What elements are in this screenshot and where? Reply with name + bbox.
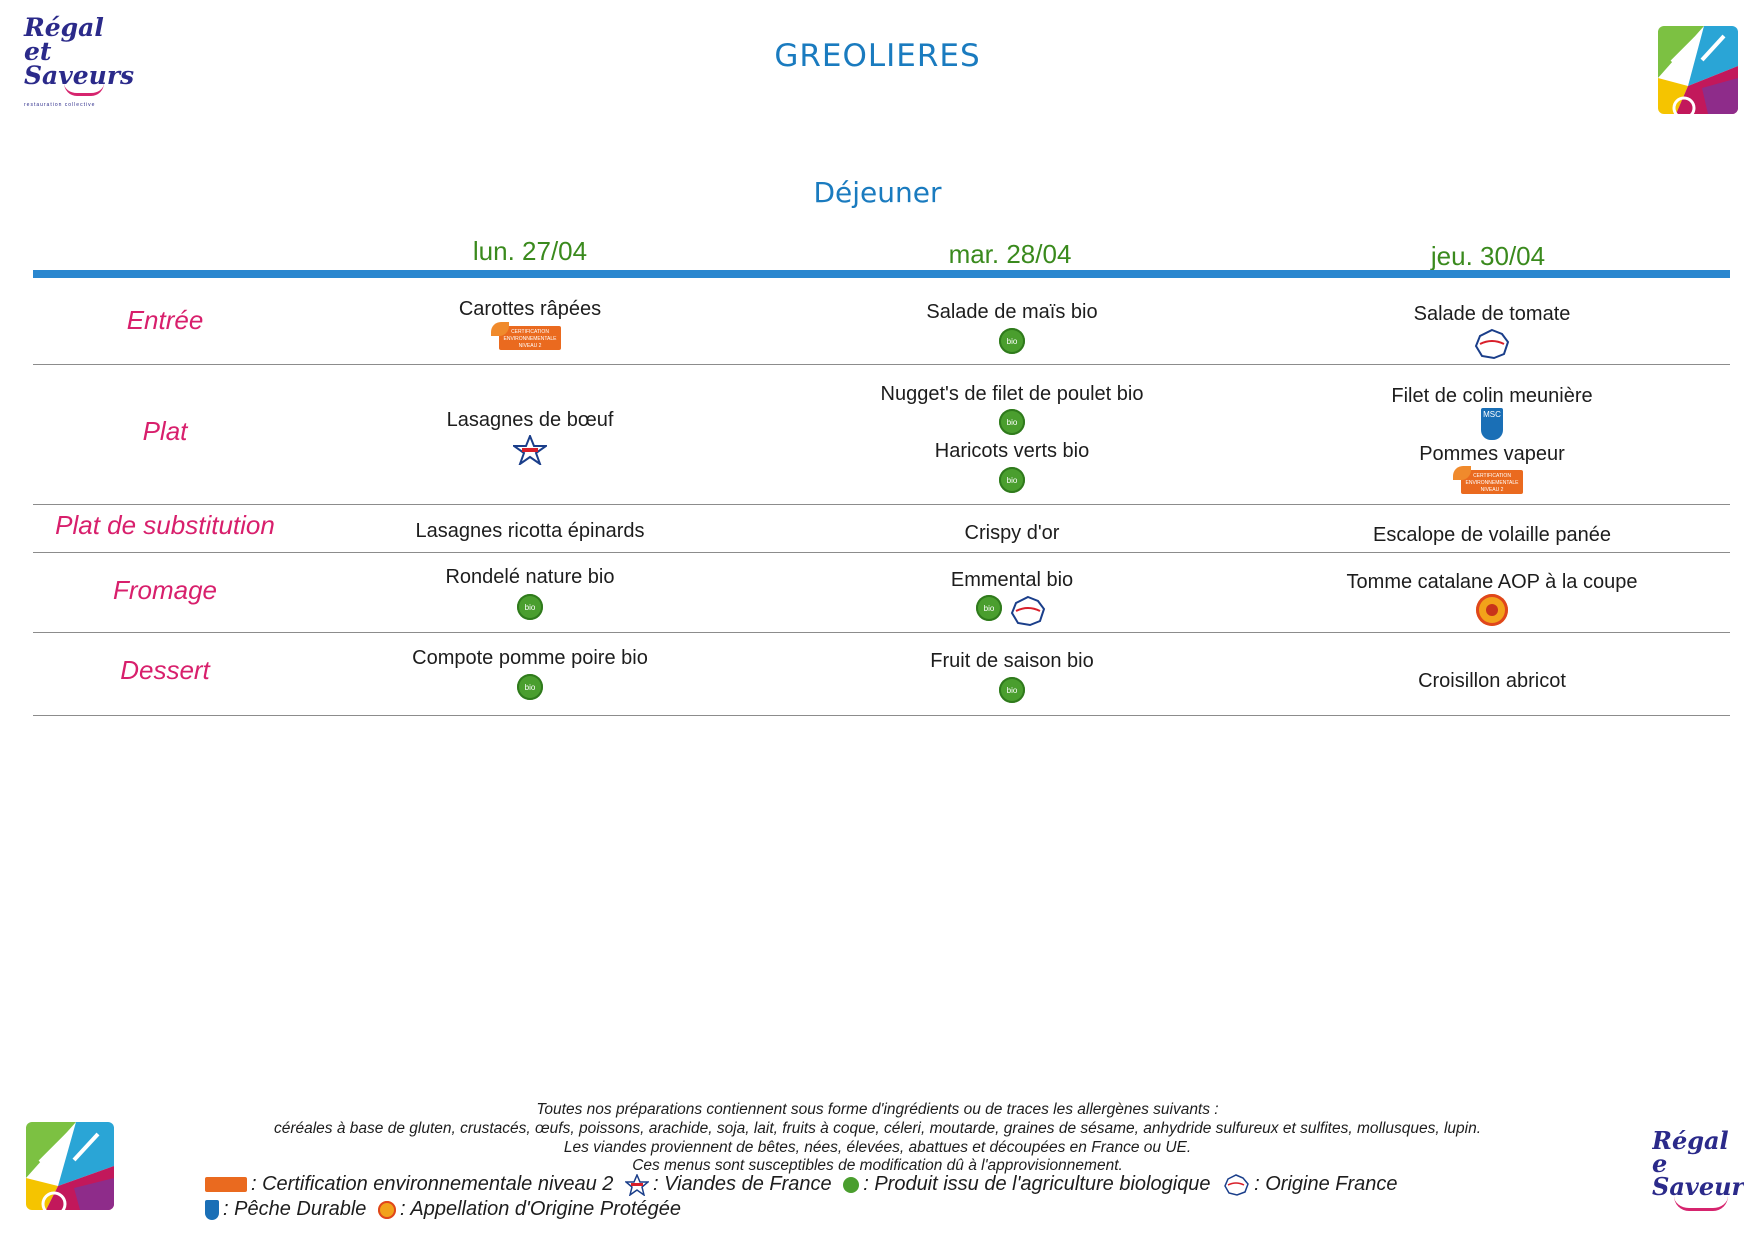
course-label-plat: Plat <box>142 416 188 446</box>
menu-item: Filet de colin meunière <box>1391 385 1593 407</box>
meat-origin-note: Les viandes proviennent de bêtes, nées, … <box>563 1139 1192 1156</box>
aop-icon <box>1476 594 1508 626</box>
menu-item: Salade de tomate <box>1413 303 1571 325</box>
course-label-dessert: Dessert <box>120 655 210 685</box>
bio-icon: bio <box>976 595 1002 621</box>
course-label-fromage: Fromage <box>112 575 218 605</box>
row-divider <box>33 364 1730 365</box>
viandes-de-france-icon <box>513 435 547 465</box>
menu-item: Fruit de saison bio <box>930 650 1094 672</box>
origine-france-icon <box>1224 1173 1249 1196</box>
label-icons <box>1272 594 1712 626</box>
menu-item: Escalope de volaille panée <box>1373 524 1611 546</box>
legend-origine: : Origine France <box>1222 1172 1398 1197</box>
legend-text: : Origine France <box>1254 1173 1398 1196</box>
logo-line-2: Saveurs <box>24 60 135 90</box>
certification-icon <box>205 1177 247 1193</box>
course-label-substitution: Plat de substitution <box>55 510 275 540</box>
label-icons <box>1272 328 1712 360</box>
logo-smile-icon <box>1674 1196 1728 1212</box>
brand-tile-icon <box>26 1122 114 1210</box>
bio-icon: bio <box>999 328 1025 354</box>
logo-line-2: Saveur <box>1652 1171 1744 1201</box>
aop-icon <box>377 1200 396 1219</box>
course-label-entree: Entrée <box>126 305 204 335</box>
legend-text: : Viandes de France <box>653 1173 832 1196</box>
menu-item: Carottes râpées <box>458 298 602 320</box>
logo-regal-et-saveurs: Régal et Saveurs restauration collective <box>24 13 135 109</box>
label-icons: bio <box>310 674 750 700</box>
meal-title: Déjeuner <box>813 176 942 209</box>
origine-france-icon <box>1008 595 1048 627</box>
bio-icon: bio <box>517 594 543 620</box>
menu-item: Croisillon abricot <box>1418 670 1566 692</box>
label-icons: bio <box>310 594 750 620</box>
origine-france-icon <box>1472 328 1512 360</box>
menu-item: Lasagnes de bœuf <box>446 409 614 431</box>
menu-item: Pommes vapeur <box>1419 443 1565 465</box>
menu-item: Tomme catalane AOP à la coupe <box>1346 571 1638 593</box>
logo-line-1: Régal et <box>24 13 104 66</box>
certification-icon: CERTIFICATION ENVIRONNEMENTALE NIVEAU 2 <box>491 322 561 350</box>
legend-text: : Produit issu de l'agriculture biologiq… <box>863 1173 1211 1196</box>
day-header-1: lun. 27/04 <box>472 236 588 266</box>
row-divider <box>33 504 1730 505</box>
legend-text: : Pêche Durable <box>223 1198 367 1221</box>
bio-icon: bio <box>999 467 1025 493</box>
day-header-3: jeu. 30/04 <box>1430 241 1546 271</box>
label-icons <box>310 435 750 465</box>
bio-icon: bio <box>517 674 543 700</box>
menu-item: Haricots verts bio <box>934 440 1090 462</box>
label-icons: bio <box>792 595 1232 627</box>
header-divider <box>33 270 1730 278</box>
logo-regal-et-saveurs-small: Régal e Saveur <box>1652 1130 1744 1220</box>
logo-subtitle: restauration collective <box>24 102 96 109</box>
bio-icon <box>843 1176 860 1193</box>
legend-msc: : Pêche Durable <box>205 1197 366 1222</box>
menu-item: Compote pomme poire bio <box>412 647 648 669</box>
label-icons: bio <box>792 467 1232 493</box>
label-icons: MSC <box>1272 408 1712 440</box>
menu-item: Rondelé nature bio <box>445 566 615 588</box>
menu-item: Emmental bio <box>950 569 1074 591</box>
legend-text: : Certification environnementale niveau … <box>251 1173 614 1196</box>
brand-tile-icon <box>1658 26 1738 114</box>
legend-text: : Appellation d'Origine Protégée <box>399 1198 682 1221</box>
legend-aop: : Appellation d'Origine Protégée <box>377 1197 682 1222</box>
certification-icon: CERTIFICATION ENVIRONNEMENTALE NIVEAU 2 <box>1453 466 1523 494</box>
bio-icon: bio <box>999 409 1025 435</box>
bio-icon: bio <box>999 677 1025 703</box>
menu-item: Salade de maïs bio <box>926 301 1098 323</box>
menu-item: Crispy d'or <box>964 522 1060 544</box>
disclaimer: Ces menus sont susceptibles de modificat… <box>632 1157 1123 1174</box>
menu-item: Nugget's de filet de poulet bio <box>880 383 1144 405</box>
allergens-list: céréales à base de gluten, crustacés, œu… <box>273 1120 1482 1137</box>
logo-smile-icon <box>64 83 104 97</box>
label-icons: bio <box>792 409 1232 435</box>
row-divider <box>33 715 1730 716</box>
legend-viandes: : Viandes de France <box>625 1172 832 1197</box>
logo-line-1: Régal e <box>1652 1130 1729 1178</box>
legend-bio: : Produit issu de l'agriculture biologiq… <box>843 1172 1211 1197</box>
labels-legend: : Certification environnementale niveau … <box>205 1172 1575 1222</box>
allergens-intro: Toutes nos préparations contiennent sous… <box>536 1101 1219 1118</box>
msc-icon <box>205 1199 219 1220</box>
legend-certification: : Certification environnementale niveau … <box>205 1172 613 1197</box>
label-icons: CERTIFICATION ENVIRONNEMENTALE NIVEAU 2 <box>310 322 750 350</box>
label-icons: CERTIFICATION ENVIRONNEMENTALE NIVEAU 2 <box>1272 466 1712 494</box>
msc-icon: MSC <box>1481 408 1503 440</box>
row-divider <box>33 552 1730 553</box>
page-title: GREOLIERES <box>774 38 981 74</box>
label-icons: bio <box>792 328 1232 354</box>
row-divider <box>33 632 1730 633</box>
label-icons: bio <box>792 677 1232 703</box>
viandes-de-france-icon <box>625 1173 649 1196</box>
day-header-2: mar. 28/04 <box>948 239 1072 269</box>
menu-item: Lasagnes ricotta épinards <box>415 520 645 542</box>
